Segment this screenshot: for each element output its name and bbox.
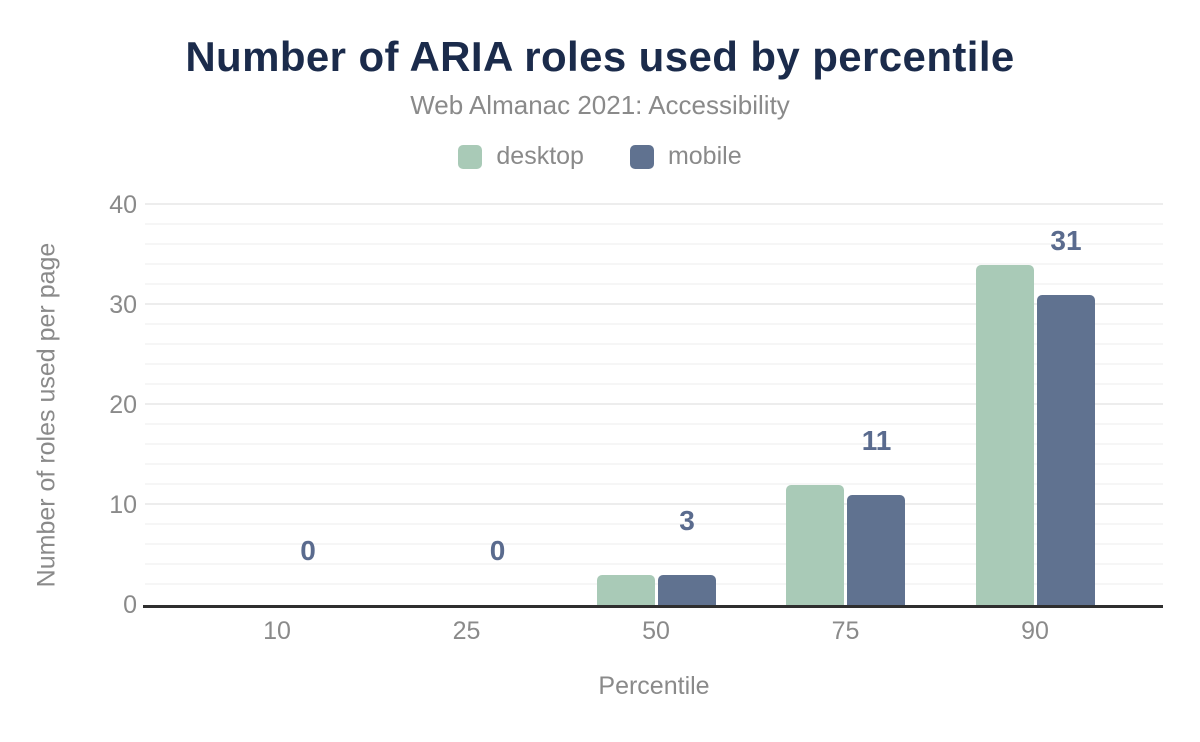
x-axis-tick-label: 50 [642,617,670,645]
x-axis-tick-label: 10 [263,617,291,645]
data-label: 3 [679,505,695,536]
minor-gridline [145,423,1163,425]
x-axis-tick-label: 25 [452,617,481,645]
desktop-bar [596,575,655,605]
x-axis-tick-label: 75 [831,617,860,645]
y-axis-tick-label: 0 [123,591,137,619]
mobile-bar [657,575,716,605]
desktop-bar [975,265,1034,605]
major-gridline [145,303,1163,305]
plot-area: 10 0 25 0 50 3 75 11 90 31 [143,203,1163,645]
data-label: 0 [300,535,316,566]
legend-item-mobile[interactable]: mobile [629,142,742,171]
y-axis-tick-label: 10 [109,491,137,519]
major-gridline [145,503,1163,505]
minor-gridline [145,443,1163,445]
data-label: 0 [489,535,506,566]
minor-gridline [145,263,1163,265]
minor-gridline [145,283,1163,285]
x-axis-title: Percentile [598,672,710,700]
minor-gridline [145,383,1163,385]
desktop-bar [786,485,844,605]
minor-gridline [145,543,1163,545]
y-axis-tick-label: 20 [109,391,137,419]
chart-subtitle: Web Almanac 2021: Accessibility [410,90,790,120]
minor-gridline [145,243,1163,245]
minor-gridline [145,363,1163,365]
minor-gridline [145,523,1163,525]
mobile-series-swatch-icon [629,144,654,169]
legend-label-mobile: mobile [667,142,742,170]
desktop-series-swatch-icon [458,144,483,169]
mobile-bar [847,495,905,605]
minor-gridline [145,463,1163,465]
y-axis-tick-label: 30 [109,291,137,319]
legend-label-desktop: desktop [496,142,584,170]
minor-gridline [145,483,1163,485]
mobile-bar [1036,295,1095,605]
minor-gridline [145,223,1163,225]
minor-gridline [145,563,1163,565]
x-axis-tick-label: 90 [1021,617,1049,645]
data-label: 31 [1050,225,1082,256]
major-gridline [145,203,1163,205]
y-axis-tick-label: 40 [109,191,137,219]
major-gridline [145,403,1163,405]
minor-gridline [145,343,1163,345]
legend-item-desktop[interactable]: desktop [458,142,584,171]
data-label: 11 [861,425,892,456]
x-axis-line [143,605,1163,608]
chart-title: Number of ARIA roles used by percentile [185,33,1015,80]
legend: desktop mobile [0,142,1200,171]
minor-gridline [145,323,1163,325]
